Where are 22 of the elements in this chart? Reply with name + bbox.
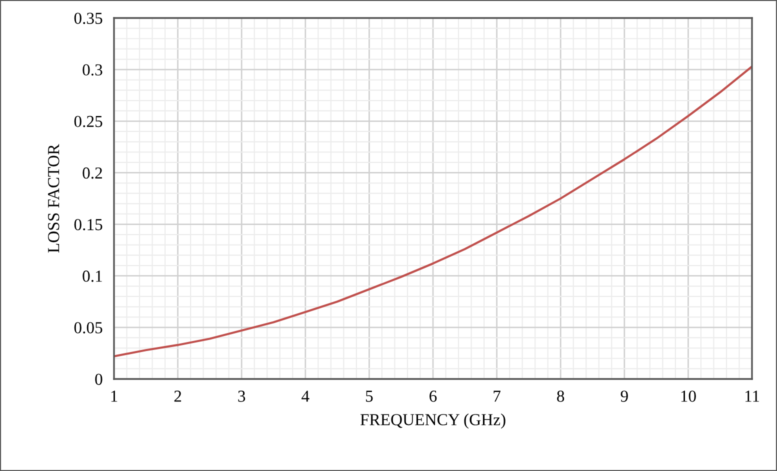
x-tick-label: 5 [366, 390, 373, 402]
x-tick-label: 10 [681, 390, 696, 402]
x-tick-label: 2 [174, 390, 182, 402]
y-tick-label: 0.2 [82, 167, 102, 179]
x-tick-label: 1 [111, 390, 118, 402]
x-tick-label: 7 [494, 390, 500, 402]
y-tick-label: 0 [95, 374, 102, 385]
y-axis-title: LOSS FACTOR [48, 144, 60, 253]
y-tick-label: 0.3 [82, 64, 102, 76]
x-tick-label: 6 [430, 390, 437, 402]
y-tick-label: 0.25 [74, 116, 102, 128]
y-tick-label: 0.35 [74, 12, 102, 24]
line-series [114, 65, 752, 358]
x-tick-label: 4 [302, 390, 310, 402]
x-tick-label: 9 [620, 390, 628, 402]
x-tick-label: 11 [745, 390, 760, 402]
y-tick-label: 0.1 [82, 270, 102, 282]
x-axis-title: FREQUENCY (GHz) [360, 414, 506, 429]
x-tick-label: 3 [238, 390, 246, 402]
y-tick-label: 0.15 [74, 218, 102, 230]
y-tick-label: 0.05 [74, 322, 102, 334]
x-tick-label: 8 [557, 390, 564, 402]
